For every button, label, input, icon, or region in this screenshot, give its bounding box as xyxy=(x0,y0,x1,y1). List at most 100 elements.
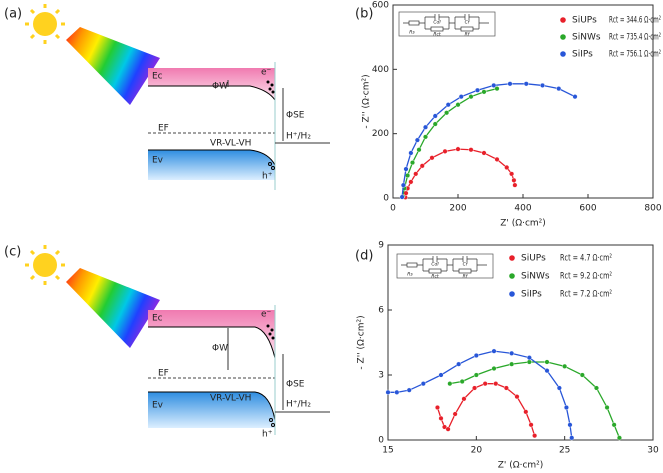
holes xyxy=(268,162,275,170)
legend-marker xyxy=(509,255,515,261)
data-point xyxy=(493,381,499,387)
data-point xyxy=(423,134,429,140)
data-point xyxy=(491,82,497,88)
data-point xyxy=(494,156,500,162)
data-point xyxy=(562,363,568,369)
data-point xyxy=(616,435,622,441)
data-point xyxy=(410,160,416,166)
data-point xyxy=(491,348,497,354)
data-point xyxy=(459,379,465,385)
data-point xyxy=(544,359,550,365)
x-tick-label: 15 xyxy=(382,446,393,456)
data-point xyxy=(438,372,444,378)
panel-label: (c) xyxy=(4,245,21,260)
x-tick-label: 0 xyxy=(390,204,396,214)
label: ΦSE xyxy=(286,111,305,121)
data-point xyxy=(452,411,458,417)
resistor xyxy=(458,268,472,274)
data-point xyxy=(442,148,448,154)
valence-band xyxy=(148,392,275,428)
data-point xyxy=(491,366,497,372)
label: H⁺/H₂ xyxy=(286,132,311,142)
band-edge xyxy=(148,85,276,101)
data-point xyxy=(509,350,515,356)
data-point xyxy=(540,82,546,88)
y-tick-label: 6 xyxy=(378,306,384,316)
data-point xyxy=(444,110,450,116)
circuit-label: Cf xyxy=(465,20,471,26)
x-tick-label: 30 xyxy=(647,446,659,456)
data-point xyxy=(475,87,481,93)
data-point xyxy=(399,194,405,200)
data-point xyxy=(507,81,513,87)
circuit-label: Cdl xyxy=(433,20,441,26)
data-point xyxy=(447,381,453,387)
data-point xyxy=(455,146,461,152)
data-point xyxy=(494,86,500,92)
data-point xyxy=(419,163,425,169)
data-point xyxy=(567,422,573,428)
data-point xyxy=(408,179,414,185)
y-tick-label: 3 xyxy=(378,371,384,381)
circuit-label: Rs xyxy=(407,272,413,278)
y-axis-label: - Z'' (Ω·cm²) xyxy=(357,315,367,369)
annotation: Rct = 735.4 Ω·cm² xyxy=(609,33,661,43)
data-point xyxy=(523,409,529,415)
y-tick-label: 9 xyxy=(378,241,384,251)
data-point xyxy=(482,381,488,387)
data-point xyxy=(579,372,585,378)
data-point xyxy=(445,102,451,108)
data-point xyxy=(385,389,391,395)
data-point xyxy=(556,385,562,391)
annotation: Rct = 7.2 Ω·cm² xyxy=(560,290,612,300)
circuit-label: Rf xyxy=(463,274,469,280)
electrons xyxy=(266,324,275,340)
data-point xyxy=(445,426,451,432)
label: ΦW xyxy=(212,82,228,92)
annotation: Rct = 344.6 Ω·cm² xyxy=(609,16,661,26)
y-tick-label: 600 xyxy=(372,1,389,11)
label: EF xyxy=(158,124,169,134)
annotation: Rct = 9.2 Ω·cm² xyxy=(560,272,612,282)
annotation: Rct = 756.1 Ω·cm² xyxy=(609,50,661,60)
y-tick-label: 0 xyxy=(383,194,389,204)
resistor xyxy=(460,26,474,32)
data-point xyxy=(556,86,562,92)
circuit-label: Rct xyxy=(433,32,441,38)
y-tick-label: 400 xyxy=(372,65,389,75)
label: e⁻ xyxy=(261,310,272,320)
data-point xyxy=(511,177,517,183)
sun-rays xyxy=(25,245,65,285)
data-point xyxy=(458,94,464,100)
data-point xyxy=(405,172,411,178)
sun xyxy=(33,253,57,277)
label: ΦSE xyxy=(286,380,305,390)
band-edge xyxy=(148,326,276,359)
data-point xyxy=(438,415,444,421)
data-point xyxy=(523,81,529,87)
sun xyxy=(33,12,57,36)
data-point xyxy=(468,94,474,100)
y-tick-label: 200 xyxy=(372,129,389,139)
data-point xyxy=(394,389,400,395)
resistor xyxy=(406,262,418,268)
legend-marker xyxy=(560,17,566,23)
fit-line xyxy=(436,383,536,436)
data-point xyxy=(604,405,610,411)
data-point xyxy=(509,361,515,367)
label: Ec xyxy=(152,72,163,82)
data-point xyxy=(468,147,474,153)
x-tick-label: 400 xyxy=(514,204,531,214)
data-point xyxy=(512,182,518,188)
legend-label: SiUPs xyxy=(521,254,546,264)
legend-marker xyxy=(509,291,515,297)
circuit-label: Cdl xyxy=(431,262,439,268)
data-point xyxy=(406,387,412,393)
data-point xyxy=(473,353,479,359)
data-point xyxy=(455,102,461,108)
data-point xyxy=(526,355,532,361)
holes xyxy=(269,418,275,427)
data-point xyxy=(481,150,487,156)
data-point xyxy=(532,433,538,439)
x-axis-label: Z' (Ω·cm²) xyxy=(498,461,544,471)
